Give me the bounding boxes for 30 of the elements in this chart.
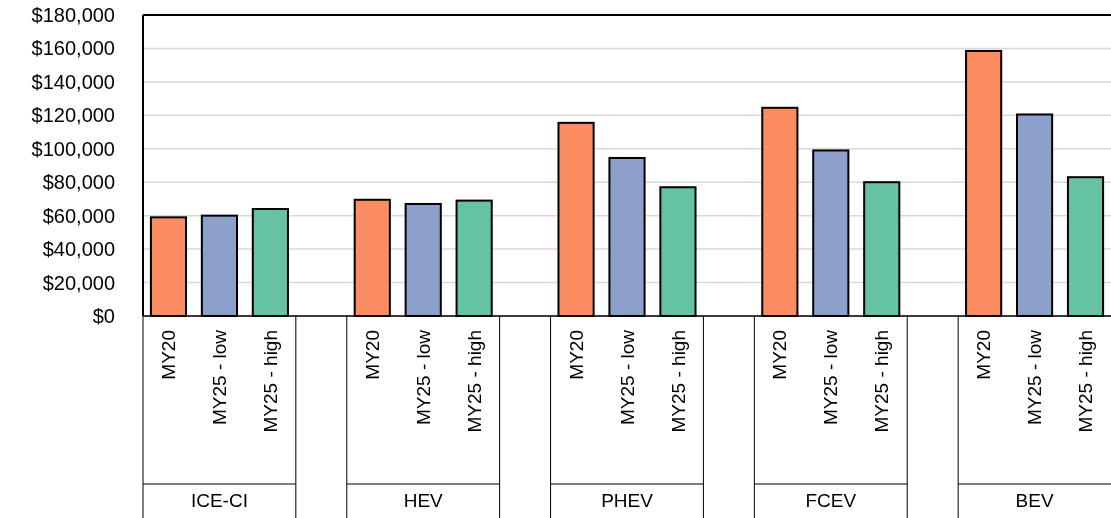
x-tick-label: MY20	[973, 330, 995, 380]
y-tick-label: $140,000	[31, 70, 115, 93]
x-tick-label: MY25 - high	[463, 330, 485, 433]
y-tick-label: $180,000	[31, 4, 115, 26]
y-tick-label: $20,000	[42, 271, 115, 294]
y-tick-label: $120,000	[31, 104, 115, 127]
y-tick-label: $40,000	[42, 238, 115, 261]
x-tick-label: MY20	[565, 330, 587, 380]
y-tick-label: $100,000	[31, 137, 115, 160]
y-tick-label: $160,000	[31, 37, 115, 60]
y-tick-label: $80,000	[42, 171, 115, 194]
text: ICE-CI	[190, 489, 248, 511]
x-tick-label: MY25 - low	[1024, 329, 1046, 426]
text: PHEV	[601, 489, 654, 511]
x-tick-label: MY25 - low	[209, 329, 231, 426]
y-tick-label: $60,000	[42, 204, 115, 227]
x-tick-label: MY25 - high	[871, 330, 893, 433]
x-tick-label: MY25 - high	[260, 330, 282, 433]
text: BEV	[1015, 489, 1054, 511]
x-tick-label: MY25 - high	[667, 330, 689, 433]
text: FCEV	[805, 489, 857, 511]
text: HEV	[403, 489, 444, 511]
y-tick-label: $0	[92, 305, 115, 327]
x-tick-label: MY25 - low	[412, 329, 434, 426]
x-tick-label: MY20	[361, 330, 383, 380]
x-tick-label: MY25 - low	[616, 329, 638, 426]
x-tick-label: MY25 - high	[1075, 330, 1097, 433]
x-tick-label: MY20	[158, 330, 180, 380]
x-tick-label: MY25 - low	[820, 329, 842, 426]
x-tick-label: MY20	[769, 330, 791, 380]
